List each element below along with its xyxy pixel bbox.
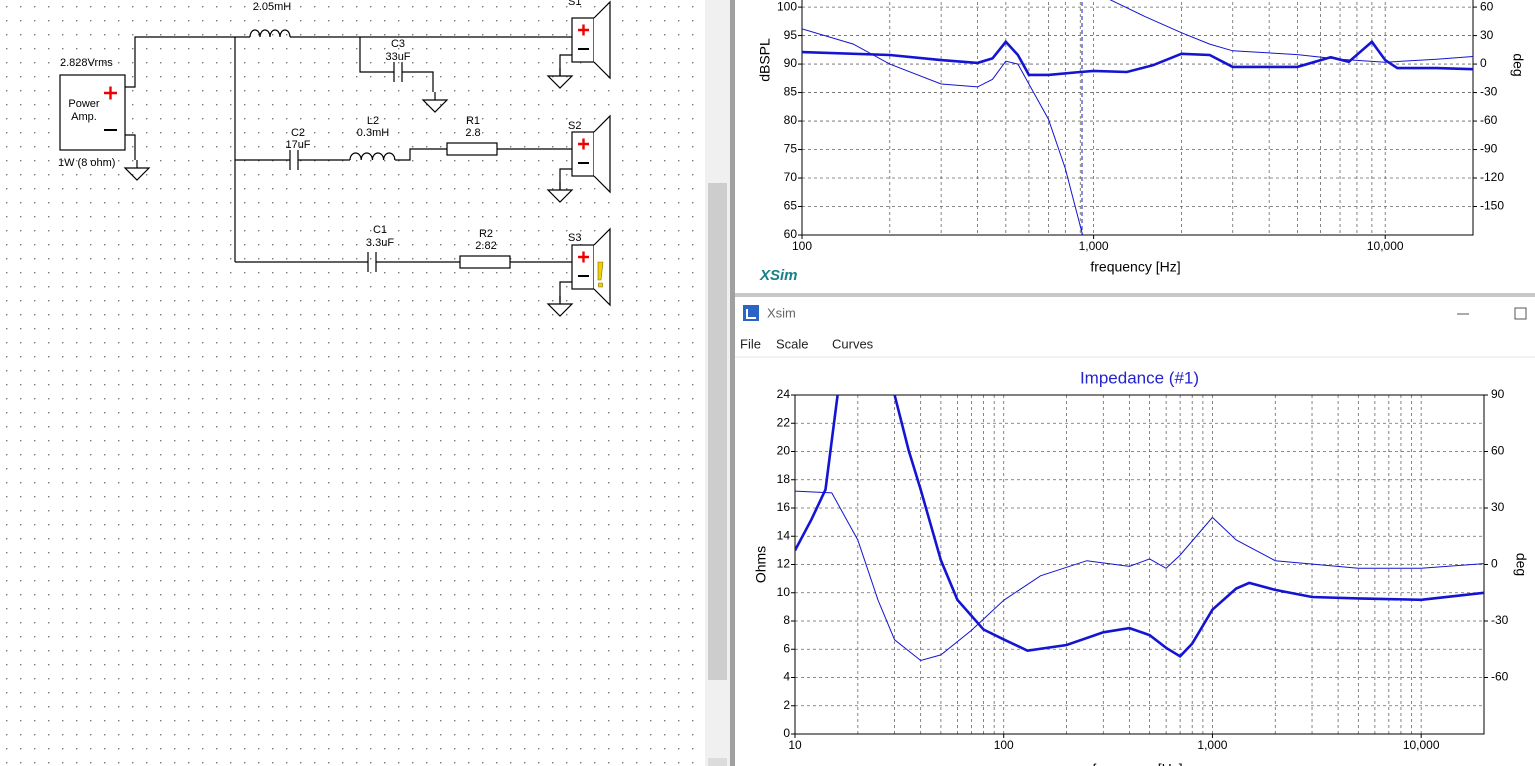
x-tick-label: 100 [994, 738, 1014, 752]
y-axis-label: Ohms [753, 546, 769, 583]
y2-tick-label: -60 [1480, 113, 1498, 127]
y2-tick-label: -30 [1491, 613, 1509, 627]
plot-frame [794, 394, 1485, 735]
x-tick-label: 10 [788, 738, 802, 752]
part-value: 2.82 [475, 240, 496, 252]
x-tick-label: 1,000 [1197, 738, 1227, 752]
y-tick-label: 70 [784, 170, 798, 184]
x-tick-label: 10,000 [1367, 239, 1404, 253]
y-tick-label: 100 [777, 0, 797, 13]
menu-item[interactable]: Scale [776, 336, 809, 351]
menu-item[interactable]: File [740, 336, 761, 351]
y-tick-label: 6 [783, 641, 790, 655]
y-tick-label: 20 [777, 444, 791, 458]
y2-tick-label: 30 [1480, 28, 1494, 42]
menu-bar: File Scale Curves [740, 336, 874, 351]
schematic: Power Amp. 2.828Vrms 1W (8 ohm) 2.05mH C… [0, 0, 705, 766]
curve [795, 490, 1484, 662]
y-tick-label: 75 [784, 142, 798, 156]
y2-tick-label: -90 [1480, 142, 1498, 156]
part-name: C1 [373, 224, 387, 236]
window-title: Xsim [767, 305, 796, 320]
y2-tick-label: 30 [1491, 500, 1505, 514]
y-tick-label: 95 [784, 28, 798, 42]
y-tick-label: 90 [784, 56, 798, 70]
x-axis-label: frequency [Hz] [1090, 259, 1180, 275]
part-name: R2 [479, 228, 493, 240]
y-tick-label: 8 [783, 613, 790, 627]
speaker-label: S3 [568, 232, 581, 244]
amp-voltage: 2.828Vrms [60, 57, 113, 69]
y-tick-label: 2 [783, 698, 790, 712]
y2-tick-label: 0 [1491, 557, 1498, 571]
speaker-label: S1 [568, 0, 581, 8]
y2-axis-label: deg [1513, 553, 1529, 576]
maximize-button[interactable] [1514, 307, 1527, 320]
y-tick-label: 65 [784, 199, 798, 213]
y2-tick-label: 90 [1491, 387, 1505, 401]
curve [802, 28, 1084, 235]
part-value: 33uF [385, 51, 410, 63]
scroll-thumb[interactable] [708, 183, 727, 680]
y2-axis-label: deg [1510, 53, 1526, 76]
x-axis-label: frequency [Hz] [1092, 761, 1182, 766]
y-tick-label: 10 [777, 585, 791, 599]
part-name: R1 [466, 115, 480, 127]
y-tick-label: 0 [783, 726, 790, 740]
y2-tick-label: -150 [1480, 199, 1504, 213]
y2-tick-label: -120 [1480, 170, 1504, 184]
menu-item[interactable]: Curves [832, 336, 874, 351]
y-tick-label: 4 [783, 670, 790, 684]
part-value: 2.8 [465, 127, 480, 139]
y-tick-label: 16 [777, 500, 791, 514]
part-value: 17uF [285, 139, 310, 151]
speaker-label: S2 [568, 120, 581, 132]
y-tick-label: 60 [784, 227, 798, 241]
part-name: C3 [391, 38, 405, 50]
part-name: L2 [367, 115, 379, 127]
amp-box [59, 74, 126, 151]
part-name: C2 [291, 127, 305, 139]
part-value: 0.3mH [357, 127, 389, 139]
y-axis-label: dBSPL [757, 38, 773, 82]
curve [1109, 0, 1473, 63]
y-tick-label: 80 [784, 113, 798, 127]
amp-rating: 1W (8 ohm) [58, 157, 115, 169]
y2-tick-label: 60 [1480, 0, 1494, 13]
y-tick-label: 85 [784, 85, 798, 99]
y-tick-label: 18 [777, 472, 791, 486]
y-tick-label: 22 [777, 415, 791, 429]
y2-tick-label: -60 [1491, 670, 1509, 684]
logo: XSim [759, 267, 798, 284]
y2-tick-label: 60 [1491, 444, 1505, 458]
curve [802, 39, 1473, 77]
y2-tick-label: 0 [1480, 56, 1487, 70]
x-tick-label: 100 [792, 239, 812, 253]
amp-label: Amp. [71, 111, 97, 123]
x-tick-label: 1,000 [1079, 239, 1109, 253]
part-value: 3.3uF [366, 237, 394, 249]
y-tick-label: 24 [777, 387, 791, 401]
chart-title: Impedance (#1) [1080, 368, 1199, 387]
y-tick-label: 12 [777, 557, 791, 571]
part-value: 2.05mH [253, 1, 292, 13]
plot-frame [801, 0, 1474, 236]
x-tick-label: 10,000 [1403, 738, 1440, 752]
window [735, 297, 1535, 766]
amp-label: Power [68, 98, 100, 110]
y2-tick-label: -30 [1480, 85, 1498, 99]
y-tick-label: 14 [777, 528, 791, 542]
curve [795, 395, 1484, 658]
